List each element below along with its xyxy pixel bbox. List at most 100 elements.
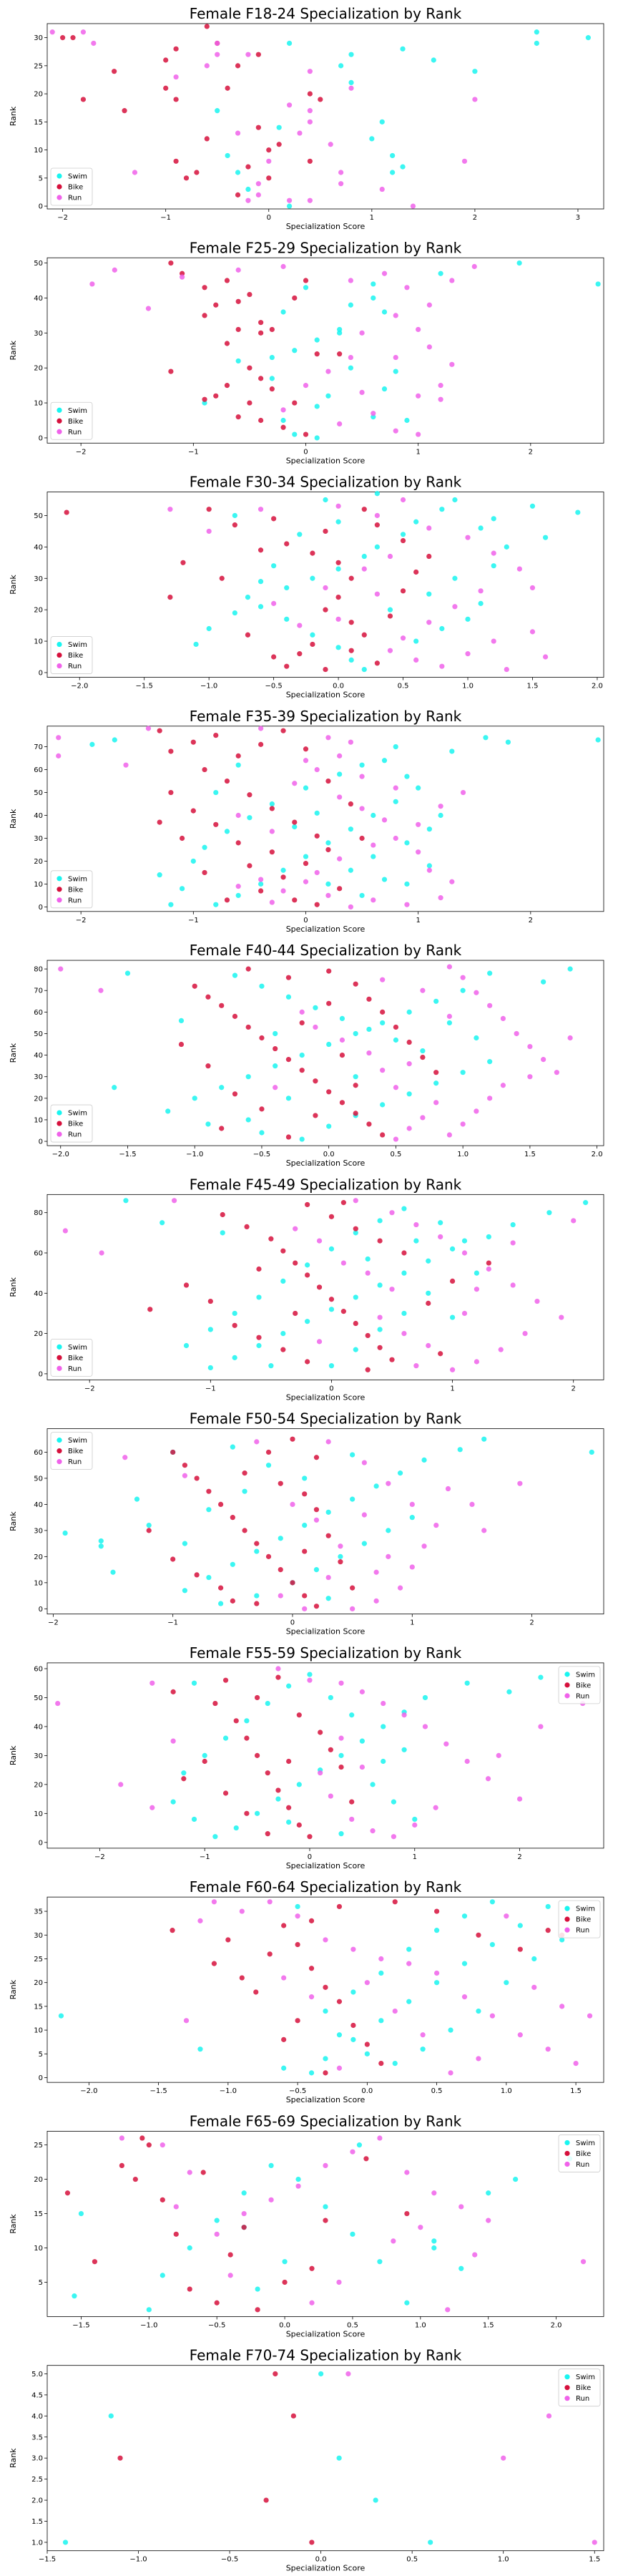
point-bike (273, 2371, 278, 2377)
chart-panel: Female F25-29 Specialization by Rank −2 −1… (9, 239, 604, 465)
point-swim (486, 2190, 491, 2196)
point-bike (178, 1041, 185, 1048)
point-swim (476, 2008, 481, 2014)
point-swim (326, 1123, 332, 1129)
point-swim (213, 789, 219, 796)
y-tick-label: 35 (34, 1908, 43, 1916)
point-run (397, 1585, 403, 1591)
point-run (359, 1689, 365, 1694)
x-tick-label: −1.5 (72, 2321, 89, 2329)
point-bike (303, 278, 309, 283)
point-bike (339, 1100, 345, 1106)
point-bike (213, 733, 219, 738)
point-bike (292, 295, 298, 301)
point-bike (242, 1470, 247, 1476)
point-run (438, 895, 443, 901)
point-run (559, 1314, 564, 1320)
point-run (531, 1984, 537, 1990)
x-tick-label: 1.0 (462, 683, 474, 691)
point-bike (314, 902, 320, 907)
point-swim (259, 983, 265, 989)
point-run (160, 2142, 165, 2148)
point-swim (461, 1238, 468, 1244)
point-swim (374, 544, 380, 550)
point-swim (336, 2032, 343, 2038)
point-run (361, 566, 367, 572)
point-bike (254, 1752, 260, 1758)
x-axis-label: Specialization Score (286, 1861, 366, 1870)
point-bike (170, 1449, 176, 1455)
point-bike (242, 1528, 247, 1533)
point-swim (371, 295, 376, 301)
point-bike (308, 1918, 315, 1923)
point-swim (62, 2540, 69, 2545)
point-run (510, 1282, 516, 1288)
point-swim (589, 1449, 594, 1455)
point-run (474, 1108, 479, 1114)
point-bike (227, 2252, 233, 2258)
legend-label-run: Run (576, 2161, 589, 2169)
point-swim (393, 743, 398, 750)
x-tick-label: 3 (576, 214, 580, 222)
point-run (420, 987, 426, 993)
y-tick-label: 60 (34, 1665, 43, 1673)
legend-label-run: Run (68, 897, 82, 904)
point-swim (123, 1198, 129, 1204)
point-swim (292, 824, 298, 830)
legend-marker-run (57, 429, 62, 434)
y-tick-label: 20 (34, 1095, 43, 1103)
point-bike (400, 537, 406, 544)
y-tick-label: 10 (34, 147, 43, 155)
point-swim (299, 1052, 305, 1058)
point-run (426, 867, 432, 873)
point-run (409, 1501, 415, 1508)
point-swim (276, 125, 282, 130)
point-bike (206, 507, 212, 512)
point-run (245, 52, 251, 57)
point-swim (585, 35, 591, 41)
point-bike (247, 365, 252, 371)
point-bike (219, 575, 225, 581)
point-run (323, 2162, 328, 2168)
point-bike (434, 1908, 440, 1914)
point-swim (268, 2162, 274, 2168)
point-run (56, 753, 62, 758)
point-swim (72, 2293, 77, 2299)
point-bike (207, 1298, 213, 1304)
point-run (314, 869, 320, 876)
point-bike (269, 806, 275, 811)
point-swim (212, 1834, 218, 1840)
point-bike (309, 2265, 315, 2271)
point-run (464, 1758, 470, 1765)
point-run (323, 585, 328, 591)
y-tick-label: 20 (34, 1553, 43, 1561)
point-run (406, 1061, 412, 1067)
point-swim (545, 1903, 551, 1910)
point-run (393, 354, 398, 361)
point-bike (247, 400, 252, 406)
point-bike (258, 417, 264, 424)
x-tick-label: 2 (529, 917, 533, 924)
point-swim (302, 1475, 308, 1481)
point-swim (232, 1355, 237, 1360)
x-tick-label: 0.5 (431, 2087, 443, 2095)
point-swim (348, 867, 353, 873)
point-run (486, 1266, 491, 1272)
chart-title: Female F25-29 Specialization by Rank (190, 239, 462, 256)
y-tick-label: 20 (34, 1979, 43, 1987)
point-swim (314, 810, 320, 816)
point-bike (80, 97, 87, 102)
point-run (517, 1480, 523, 1486)
point-bike (119, 2162, 124, 2168)
point-swim (255, 2286, 260, 2292)
legend-label-bike: Bike (68, 652, 83, 660)
y-tick-label: 5.0 (31, 2371, 43, 2379)
point-swim (359, 892, 365, 899)
point-swim (235, 358, 241, 364)
point-swim (89, 741, 95, 747)
point-run (241, 2210, 247, 2217)
point-swim (401, 1310, 407, 1317)
point-run (258, 507, 264, 512)
legend-marker-bike (564, 2385, 570, 2391)
point-swim (187, 2245, 192, 2251)
